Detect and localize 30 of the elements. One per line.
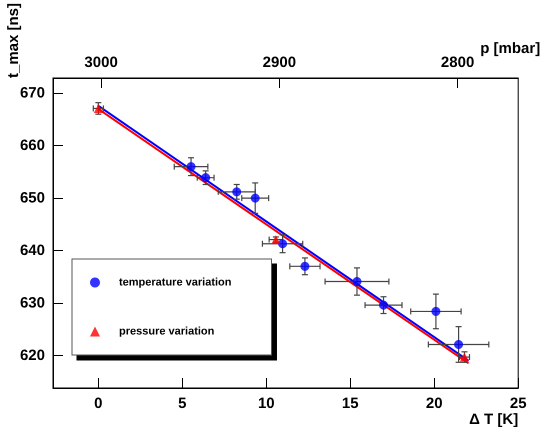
x2-axis-title: p [mbar] (480, 40, 540, 58)
point (379, 300, 388, 310)
point (232, 187, 242, 196)
x-tick-label: 15 (342, 395, 359, 412)
x-tick-label: 20 (426, 395, 443, 412)
point (186, 162, 196, 172)
y-tick-label: 670 (20, 84, 45, 102)
point (201, 173, 210, 182)
point (352, 277, 362, 286)
x-tick-label: 5 (178, 395, 186, 412)
point (300, 262, 310, 271)
y-tick-label: 640 (20, 242, 45, 260)
x2-tick-label: 3000 (84, 54, 118, 72)
x-tick-label: 10 (258, 395, 275, 412)
point (431, 306, 440, 316)
y-tick-label: 650 (20, 190, 45, 207)
point (454, 340, 464, 349)
y-tick-label: 620 (20, 346, 45, 364)
y-tick-label: 630 (20, 294, 45, 312)
y-tick-label: 660 (20, 137, 45, 154)
y-axis-title: t_max [ns] (5, 2, 22, 78)
x2-tick-label: 2800 (440, 54, 474, 72)
x-axis-title: Δ T [K] (469, 411, 518, 427)
x-tick-label: 0 (94, 395, 103, 412)
point (278, 239, 288, 248)
legend-label: temperature variation (119, 276, 232, 288)
legend-label: pressure variation (119, 326, 215, 338)
x-tick-label: 25 (510, 395, 527, 412)
point (250, 194, 260, 203)
x2-tick-label: 2900 (262, 54, 296, 72)
